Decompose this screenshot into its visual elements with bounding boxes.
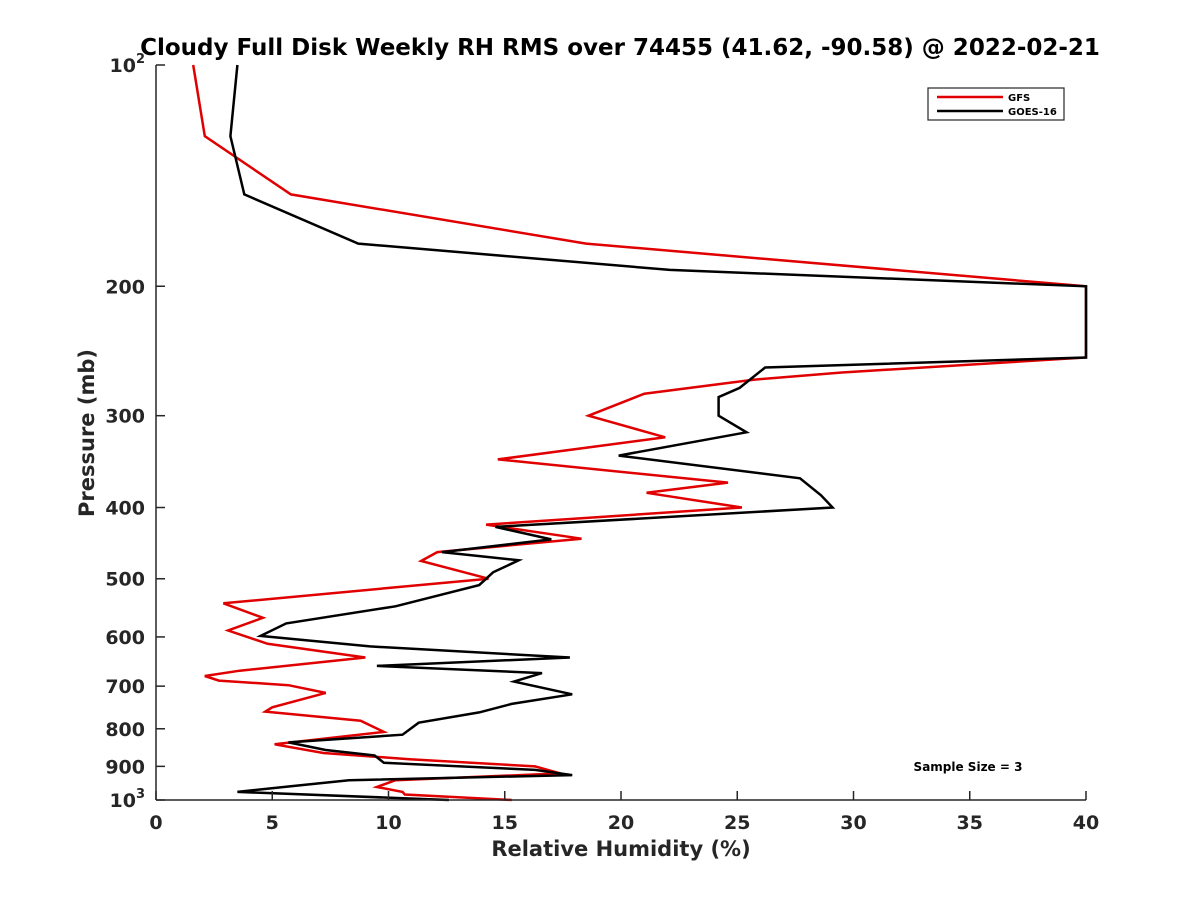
legend-box — [927, 87, 1065, 121]
y-tick-label: 700 — [105, 676, 145, 698]
x-tick-label: 20 — [608, 812, 634, 834]
series-group — [191, 64, 1088, 802]
y-tick-label: 400 — [105, 498, 145, 520]
x-tick-label: 15 — [492, 812, 518, 834]
legend: GFS GOES-16 — [927, 87, 1065, 121]
legend-label-goes16: GOES-16 — [1008, 107, 1057, 118]
y-tick-label: 500 — [105, 569, 145, 591]
legend-label-gfs: GFS — [1008, 93, 1030, 104]
y-tick-label-exponent: 2 — [136, 52, 145, 67]
x-tick-label: 10 — [375, 812, 401, 834]
y-tick-label: 103 — [110, 787, 146, 812]
x-ticks: 0 5 10 15 20 25 30 35 40 — [149, 791, 1099, 834]
series-line-gfs — [191, 64, 1088, 802]
x-tick-label: 40 — [1073, 812, 1099, 834]
y-tick-label: 200 — [105, 276, 145, 298]
y-axis-label: Pressure (mb) — [75, 349, 99, 517]
x-axis-label: Relative Humidity (%) — [491, 837, 750, 861]
sample-size-annotation: Sample Size = 3 — [914, 760, 1023, 774]
y-tick-label-exponent: 3 — [136, 787, 145, 802]
x-tick-label: 35 — [957, 812, 983, 834]
y-tick-label: 300 — [105, 406, 145, 428]
y-tick-label: 102 — [110, 52, 146, 77]
series-line-goes16 — [229, 64, 1088, 802]
y-tick-label: 600 — [105, 627, 145, 649]
x-tick-label: 30 — [840, 812, 866, 834]
x-tick-label: 0 — [149, 812, 162, 834]
y-tick-label-base: 10 — [110, 55, 136, 77]
plot-area — [156, 65, 1086, 800]
y-tick-label: 900 — [105, 756, 145, 778]
y-tick-label: 800 — [105, 719, 145, 741]
chart-title: Cloudy Full Disk Weekly RH RMS over 7445… — [140, 35, 1100, 61]
y-tick-label-base: 10 — [110, 790, 136, 812]
x-tick-label: 5 — [266, 812, 279, 834]
x-tick-label: 25 — [724, 812, 750, 834]
